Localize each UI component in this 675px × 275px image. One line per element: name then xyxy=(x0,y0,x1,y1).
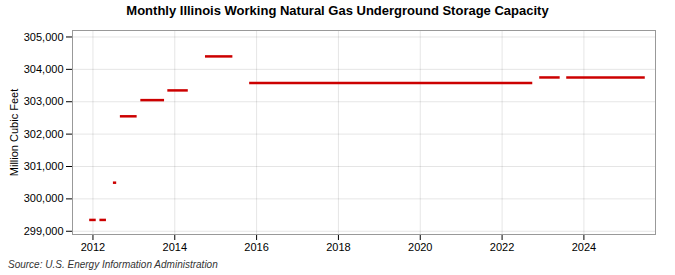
svg-text:2024: 2024 xyxy=(572,241,596,253)
html-text:Monthly Illinois Working Natur: Monthly Illinois Working Natural Gas Und… xyxy=(126,3,549,18)
html-text:Source: U.S. Energy Informatio: Source: U.S. Energy Information Administ… xyxy=(8,259,218,270)
svg-text:2014: 2014 xyxy=(163,241,187,253)
svg-text:2020: 2020 xyxy=(408,241,432,253)
svg-text:305,000: 305,000 xyxy=(24,30,64,42)
svg-text:301,000: 301,000 xyxy=(24,160,64,172)
svg-text:299,000: 299,000 xyxy=(24,225,64,237)
svg-text:2022: 2022 xyxy=(490,241,514,253)
svg-text:Million Cubic Feet: Million Cubic Feet xyxy=(8,89,20,176)
svg-text:303,000: 303,000 xyxy=(24,95,64,107)
svg-text:302,000: 302,000 xyxy=(24,128,64,140)
svg-text:300,000: 300,000 xyxy=(24,192,64,204)
svg-text:2016: 2016 xyxy=(244,241,268,253)
svg-text:2012: 2012 xyxy=(81,241,105,253)
svg-text:2018: 2018 xyxy=(326,241,350,253)
svg-text:304,000: 304,000 xyxy=(24,63,64,75)
